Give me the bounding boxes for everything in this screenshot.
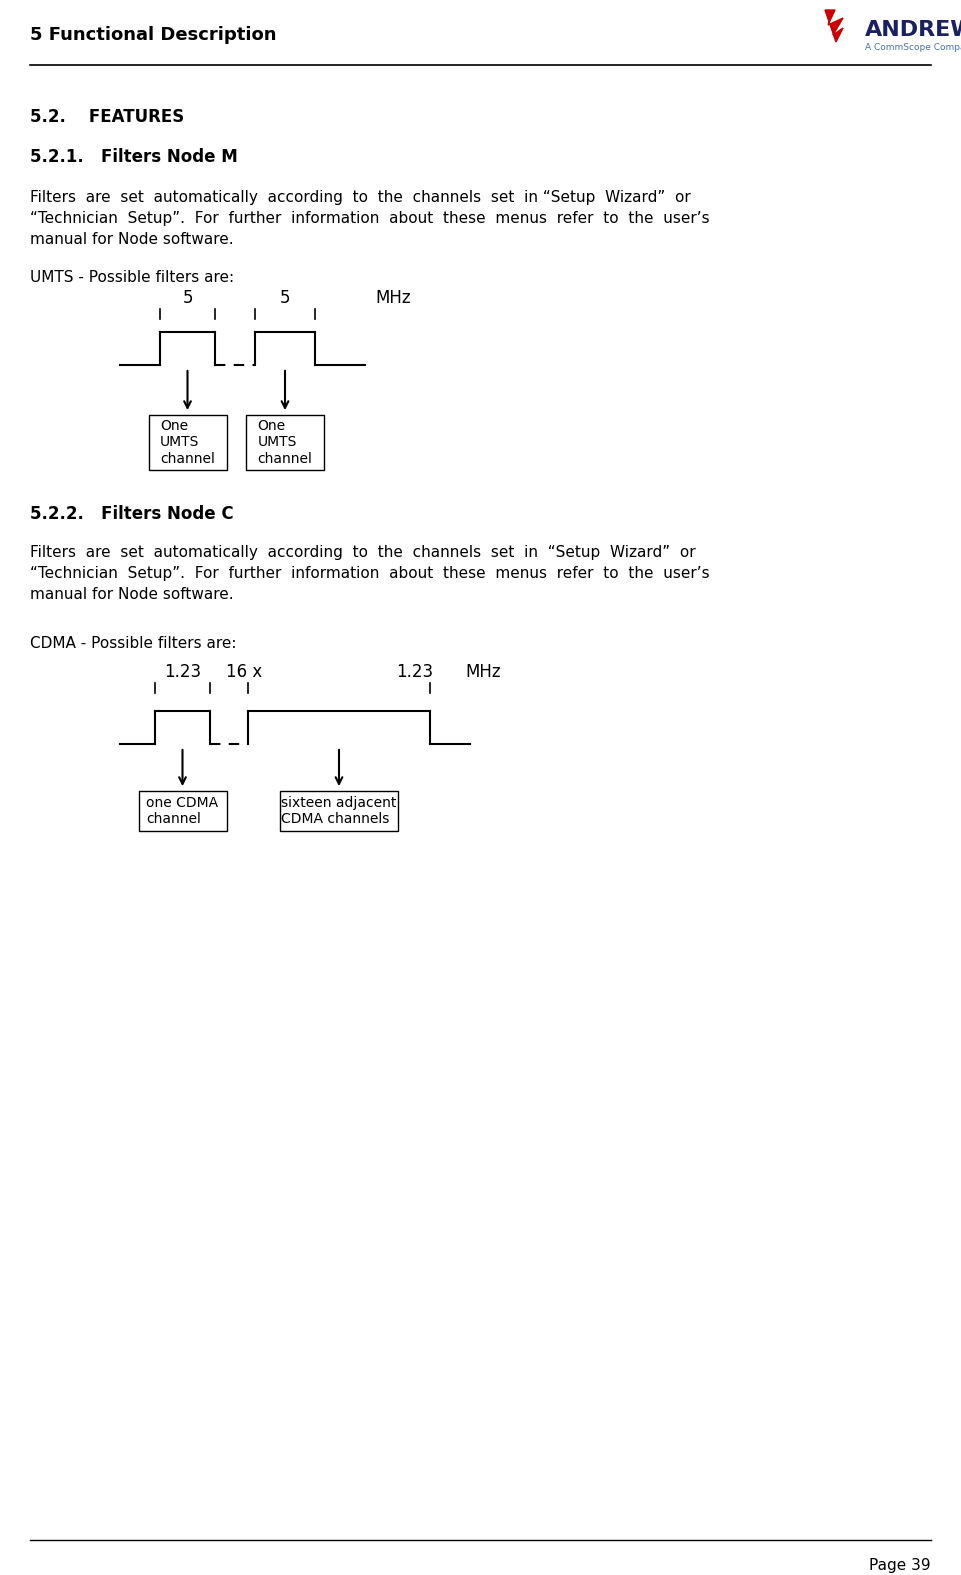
- Bar: [246, 414, 324, 469]
- Text: 5.2.    FEATURES: 5.2. FEATURES: [30, 109, 185, 126]
- Text: 5: 5: [183, 288, 193, 307]
- Text: CDMA - Possible filters are:: CDMA - Possible filters are:: [30, 636, 236, 650]
- Text: “Technician  Setup”.  For  further  information  about  these  menus  refer  to : “Technician Setup”. For further informat…: [30, 211, 709, 225]
- Text: Page 39: Page 39: [870, 1558, 931, 1573]
- Text: manual for Node software.: manual for Node software.: [30, 232, 234, 247]
- Text: 5: 5: [280, 288, 290, 307]
- Text: manual for Node software.: manual for Node software.: [30, 587, 234, 602]
- Bar: [138, 791, 227, 832]
- Text: one CDMA
channel: one CDMA channel: [146, 795, 218, 827]
- Polygon shape: [825, 9, 843, 43]
- Text: 1.23: 1.23: [164, 663, 201, 680]
- Bar: [280, 791, 398, 832]
- Text: 5.2.1.   Filters Node M: 5.2.1. Filters Node M: [30, 148, 237, 165]
- Text: 5 Functional Description: 5 Functional Description: [30, 27, 277, 44]
- Text: 16 x: 16 x: [226, 663, 262, 680]
- Text: One
UMTS
channel: One UMTS channel: [160, 419, 215, 466]
- Text: One
UMTS
channel: One UMTS channel: [258, 419, 312, 466]
- Text: 5.2.2.   Filters Node C: 5.2.2. Filters Node C: [30, 506, 234, 523]
- Text: A CommScope Company: A CommScope Company: [865, 43, 961, 52]
- Text: “Technician  Setup”.  For  further  information  about  these  menus  refer  to : “Technician Setup”. For further informat…: [30, 565, 709, 581]
- Text: 1.23: 1.23: [397, 663, 433, 680]
- Text: Filters  are  set  automatically  according  to  the  channels  set  in “Setup  : Filters are set automatically according …: [30, 191, 691, 205]
- Text: UMTS - Possible filters are:: UMTS - Possible filters are:: [30, 269, 234, 285]
- Text: Filters  are  set  automatically  according  to  the  channels  set  in  “Setup : Filters are set automatically according …: [30, 545, 696, 561]
- Text: MHz: MHz: [465, 663, 501, 680]
- Text: ANDREW.: ANDREW.: [865, 20, 961, 39]
- Bar: [149, 414, 227, 469]
- Text: sixteen adjacent
CDMA channels: sixteen adjacent CDMA channels: [282, 795, 397, 827]
- Text: MHz: MHz: [375, 288, 410, 307]
